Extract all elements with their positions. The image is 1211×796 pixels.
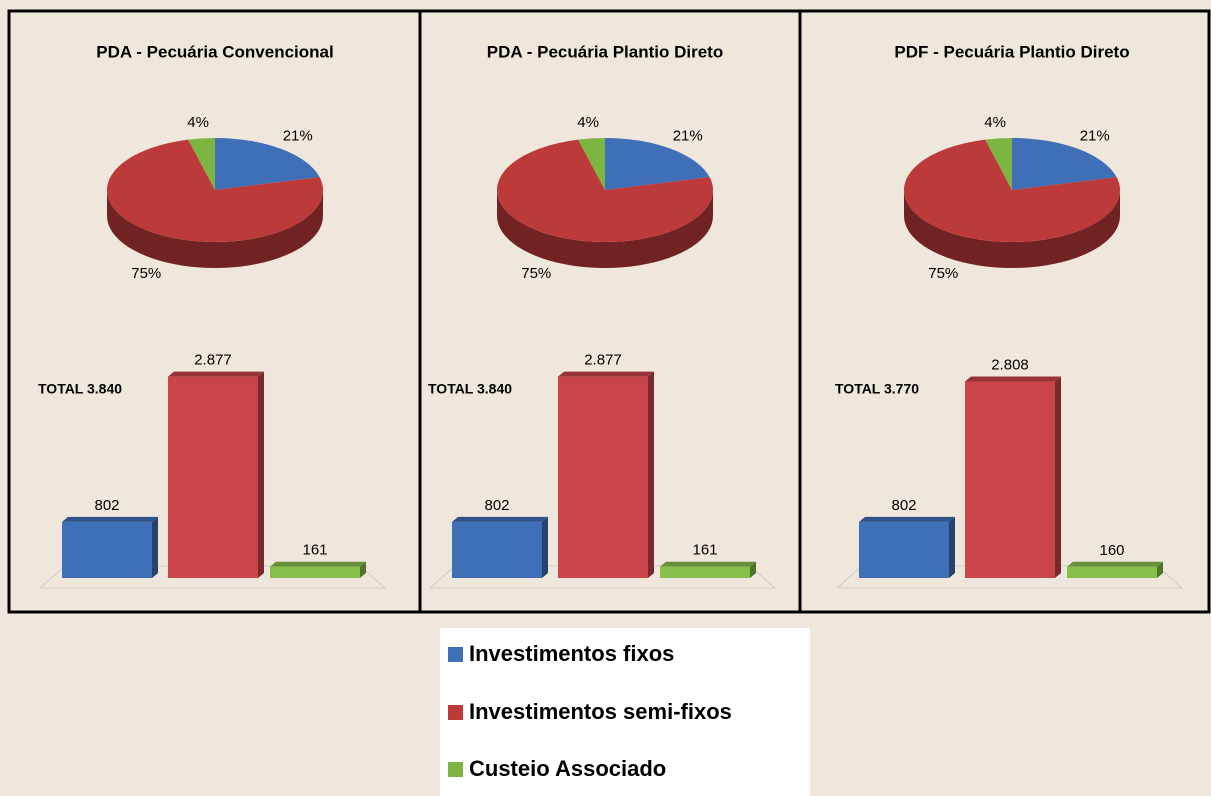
pie-slice [215,138,320,190]
legend-box [440,628,810,796]
data-label: 2.808 [991,356,1029,373]
bar-top [660,561,756,567]
data-label: 161 [692,542,717,559]
annotation: TOTAL 3.840 [38,381,122,397]
bar [270,566,360,578]
pie-slice [497,139,713,242]
data-label: 802 [484,497,509,514]
legend-swatch [448,762,463,777]
bar [452,521,542,578]
legend-swatch [448,647,463,662]
bar [965,381,1055,578]
bar-side [1157,561,1163,578]
legend-label: Investimentos fixos [469,641,674,666]
data-label: 21% [673,128,703,145]
data-label: 802 [891,497,916,514]
pie-slice [107,139,324,242]
data-label: 75% [521,265,551,282]
bar-top [270,561,366,567]
data-label: 2.877 [584,352,622,369]
bar-top [452,516,548,522]
bar-side [152,516,158,578]
pie-side [904,190,1120,268]
bar [62,521,152,578]
annotation: TOTAL 3.770 [835,381,919,397]
pie-slice [1012,138,1117,190]
bar-side [949,516,955,578]
bar-top [1067,561,1163,567]
pie-slice [605,138,710,190]
pie-side [497,190,713,268]
bar [1067,566,1157,578]
bar-top [965,376,1061,382]
bar [168,376,258,578]
bar-top [859,516,955,522]
data-label: 161 [302,542,327,559]
bar-side [750,561,756,578]
legend-label: Custeio Associado [469,756,666,781]
annotation: TOTAL 3.840 [428,381,512,397]
pie-slice [188,138,215,190]
data-label: 75% [928,265,958,282]
bar [660,566,750,578]
legend-swatch [448,705,463,720]
data-label: 4% [577,114,599,131]
chart-title: PDA - Pecuária Plantio Direto [487,42,723,61]
data-label: 4% [187,114,209,131]
data-label: 21% [1080,128,1110,145]
legend-label: Investimentos semi-fixos [469,699,732,724]
data-label: 802 [94,497,119,514]
data-label: 21% [283,128,313,145]
pie-side [107,190,323,268]
bar-top [558,371,654,377]
bar-side [648,371,654,578]
pie-slice [903,139,1120,243]
bar-side [258,371,264,578]
bar [859,521,949,578]
data-label: 160 [1099,542,1124,559]
bar [558,376,648,578]
panel-border [798,9,1211,614]
bar-side [360,561,366,578]
data-label: 2.877 [194,352,232,369]
bar-side [1055,376,1061,578]
bar-side [542,516,548,578]
bar-top [168,371,264,377]
chart-title: PDF - Pecuária Plantio Direto [894,42,1129,61]
data-label: 4% [984,114,1006,131]
bar-top [62,516,158,522]
pie-slice [985,138,1012,190]
data-label: 75% [131,265,161,282]
pie-slice [578,138,605,190]
chart-title: PDA - Pecuária Convencional [96,42,333,61]
